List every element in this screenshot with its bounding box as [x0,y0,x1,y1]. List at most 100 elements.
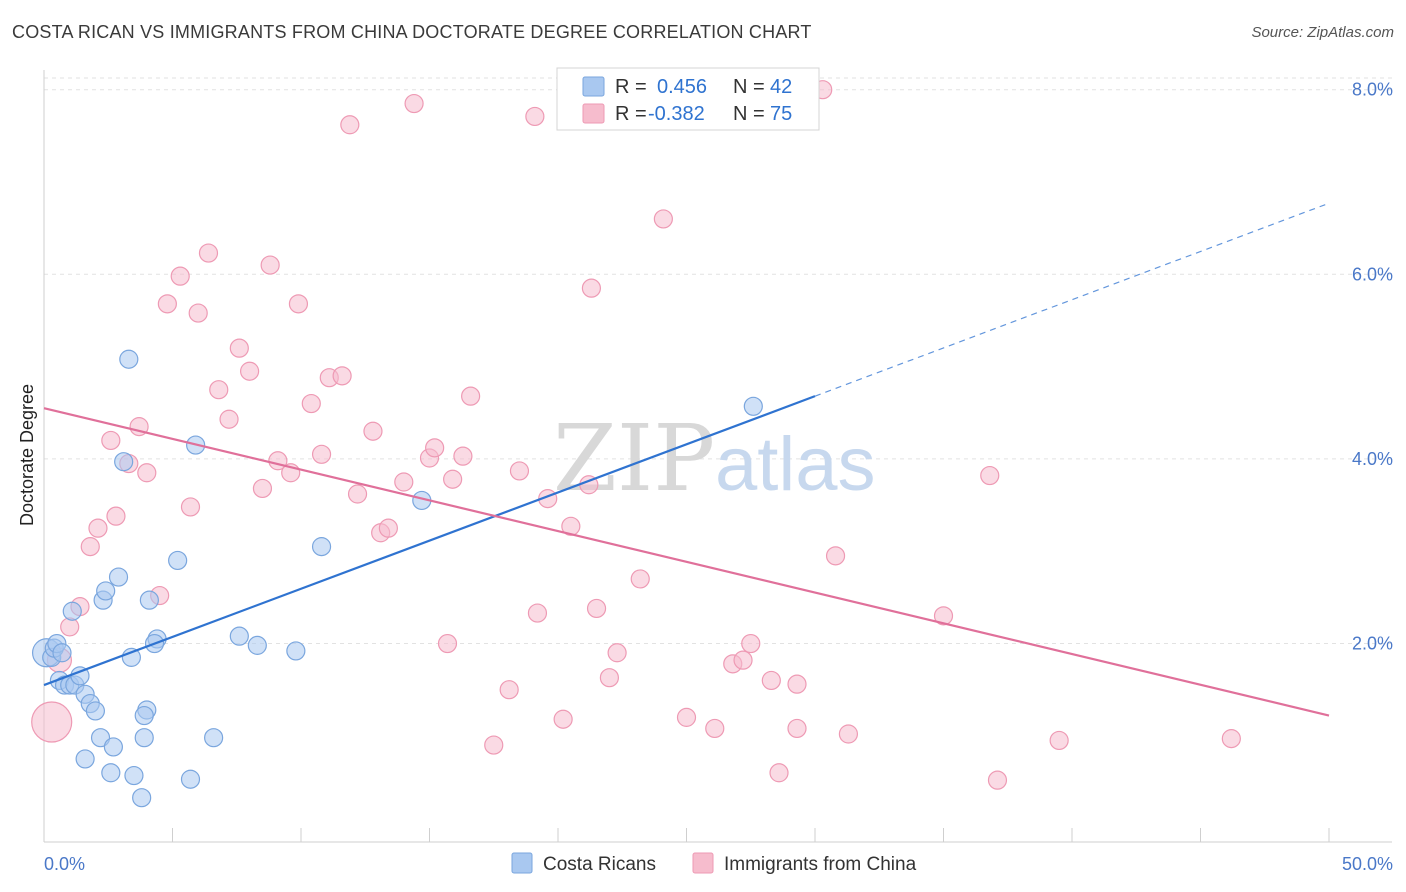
costa-rican-point [139,590,159,610]
china-point [769,763,789,783]
legend: R = 0.456 N = 42 R = -0.382 N = 75 [556,67,820,131]
costa-rican-point [114,452,134,472]
costa-rican-point [168,550,188,571]
costa-rican-point [286,641,306,661]
china-point [288,294,309,314]
gridlines [44,77,1392,645]
watermark-zip: ZIP [553,405,715,512]
x-tick-labels: 0.0% 50.0% [44,854,1393,874]
costa-rican-trend-line [43,395,816,687]
china-point [394,472,414,492]
china-point [630,569,650,589]
china-point [332,366,352,386]
legend-swatch-pink [582,103,605,124]
china-point [787,718,807,739]
china-point [987,770,1008,790]
china-point [527,603,548,623]
china-point [761,670,781,691]
china-point [825,546,846,566]
watermark-atlas: atlas [715,422,876,507]
y-tick-label: 2.0% [1352,634,1393,654]
china-point [347,484,368,504]
costa-rican-point [204,728,224,748]
china-point [443,469,463,489]
china-point [170,266,190,286]
china-point [1221,729,1241,749]
china-point [599,668,620,688]
costa-rican-point [62,601,82,621]
y-tick-label: 4.0% [1352,449,1393,469]
china-point [733,650,753,670]
china-point [106,506,126,526]
china-point [363,421,383,441]
china-point [180,497,201,517]
y-tick-labels: 2.0% 4.0% 6.0% 8.0% [1352,80,1393,654]
bottom-legend-swatch-pink [692,852,714,874]
legend-r-value-blue: 0.456 [657,76,707,98]
bottom-legend-costa-ricans: Costa Ricans [543,854,656,875]
costa-rican-point [101,763,121,783]
trend-lines [43,202,1330,717]
costa-rican-point [108,567,129,587]
costa-rican-point [180,769,201,789]
china-point [838,724,859,744]
china-point [340,115,360,135]
china-point [311,444,332,464]
china-point [209,380,229,400]
china-point [157,294,177,314]
china-point [404,93,424,114]
bottom-legend-swatch-blue [511,852,533,874]
costa-rican-point [132,788,152,808]
costa-rican-point [119,349,139,369]
china-point [933,606,954,626]
china-point [137,463,157,483]
legend-n-label-pink: N = [733,103,765,125]
y-tick-label: 6.0% [1352,264,1393,284]
china-point [437,633,458,654]
costa-rican-point [85,701,106,721]
china-point [705,718,725,739]
china-point [198,243,219,263]
costa-rican-point [134,705,154,726]
bottom-legend-china: Immigrants from China [724,854,917,875]
china-point [229,338,249,358]
costa-rican-point [229,626,249,646]
china-point [461,386,481,406]
china-point [88,518,108,538]
china-point [509,461,530,481]
legend-r-label-blue: R = [615,76,647,98]
china-point [378,518,398,538]
china-point [484,735,504,755]
china-point [607,643,627,663]
china-trend-line [43,407,1330,717]
costa-rican-point [247,635,267,655]
china-point [101,430,121,451]
costa-rican-point [96,581,116,601]
china-point [60,617,80,637]
china-point [653,209,673,229]
china-point [1049,730,1069,751]
legend-n-value-blue: 42 [770,76,792,98]
china-point [301,393,321,414]
legend-r-label-pink: R = [615,103,647,125]
costa-rican-point [134,728,154,748]
china-point [525,106,545,127]
china-point [586,598,607,619]
china-point [240,361,260,381]
legend-n-value-pink: 75 [770,103,792,125]
x-tick-label-max: 50.0% [1342,854,1393,874]
costa-rican-point [52,643,72,663]
costa-rican-trend-extension [814,202,1330,397]
china-point [741,633,761,654]
china-point [499,680,519,700]
costa-rican-point [743,396,763,416]
china-point [219,409,239,429]
legend-r-value-pink: -0.382 [648,103,705,125]
china-point [188,303,208,323]
china-point [453,446,473,466]
china-point [553,709,573,729]
chart-title: COSTA RICAN VS IMMIGRANTS FROM CHINA DOC… [12,22,812,42]
y-axis-title: Doctorate Degree [17,384,37,526]
china-point [80,537,100,557]
costa-rican-point [124,765,144,786]
